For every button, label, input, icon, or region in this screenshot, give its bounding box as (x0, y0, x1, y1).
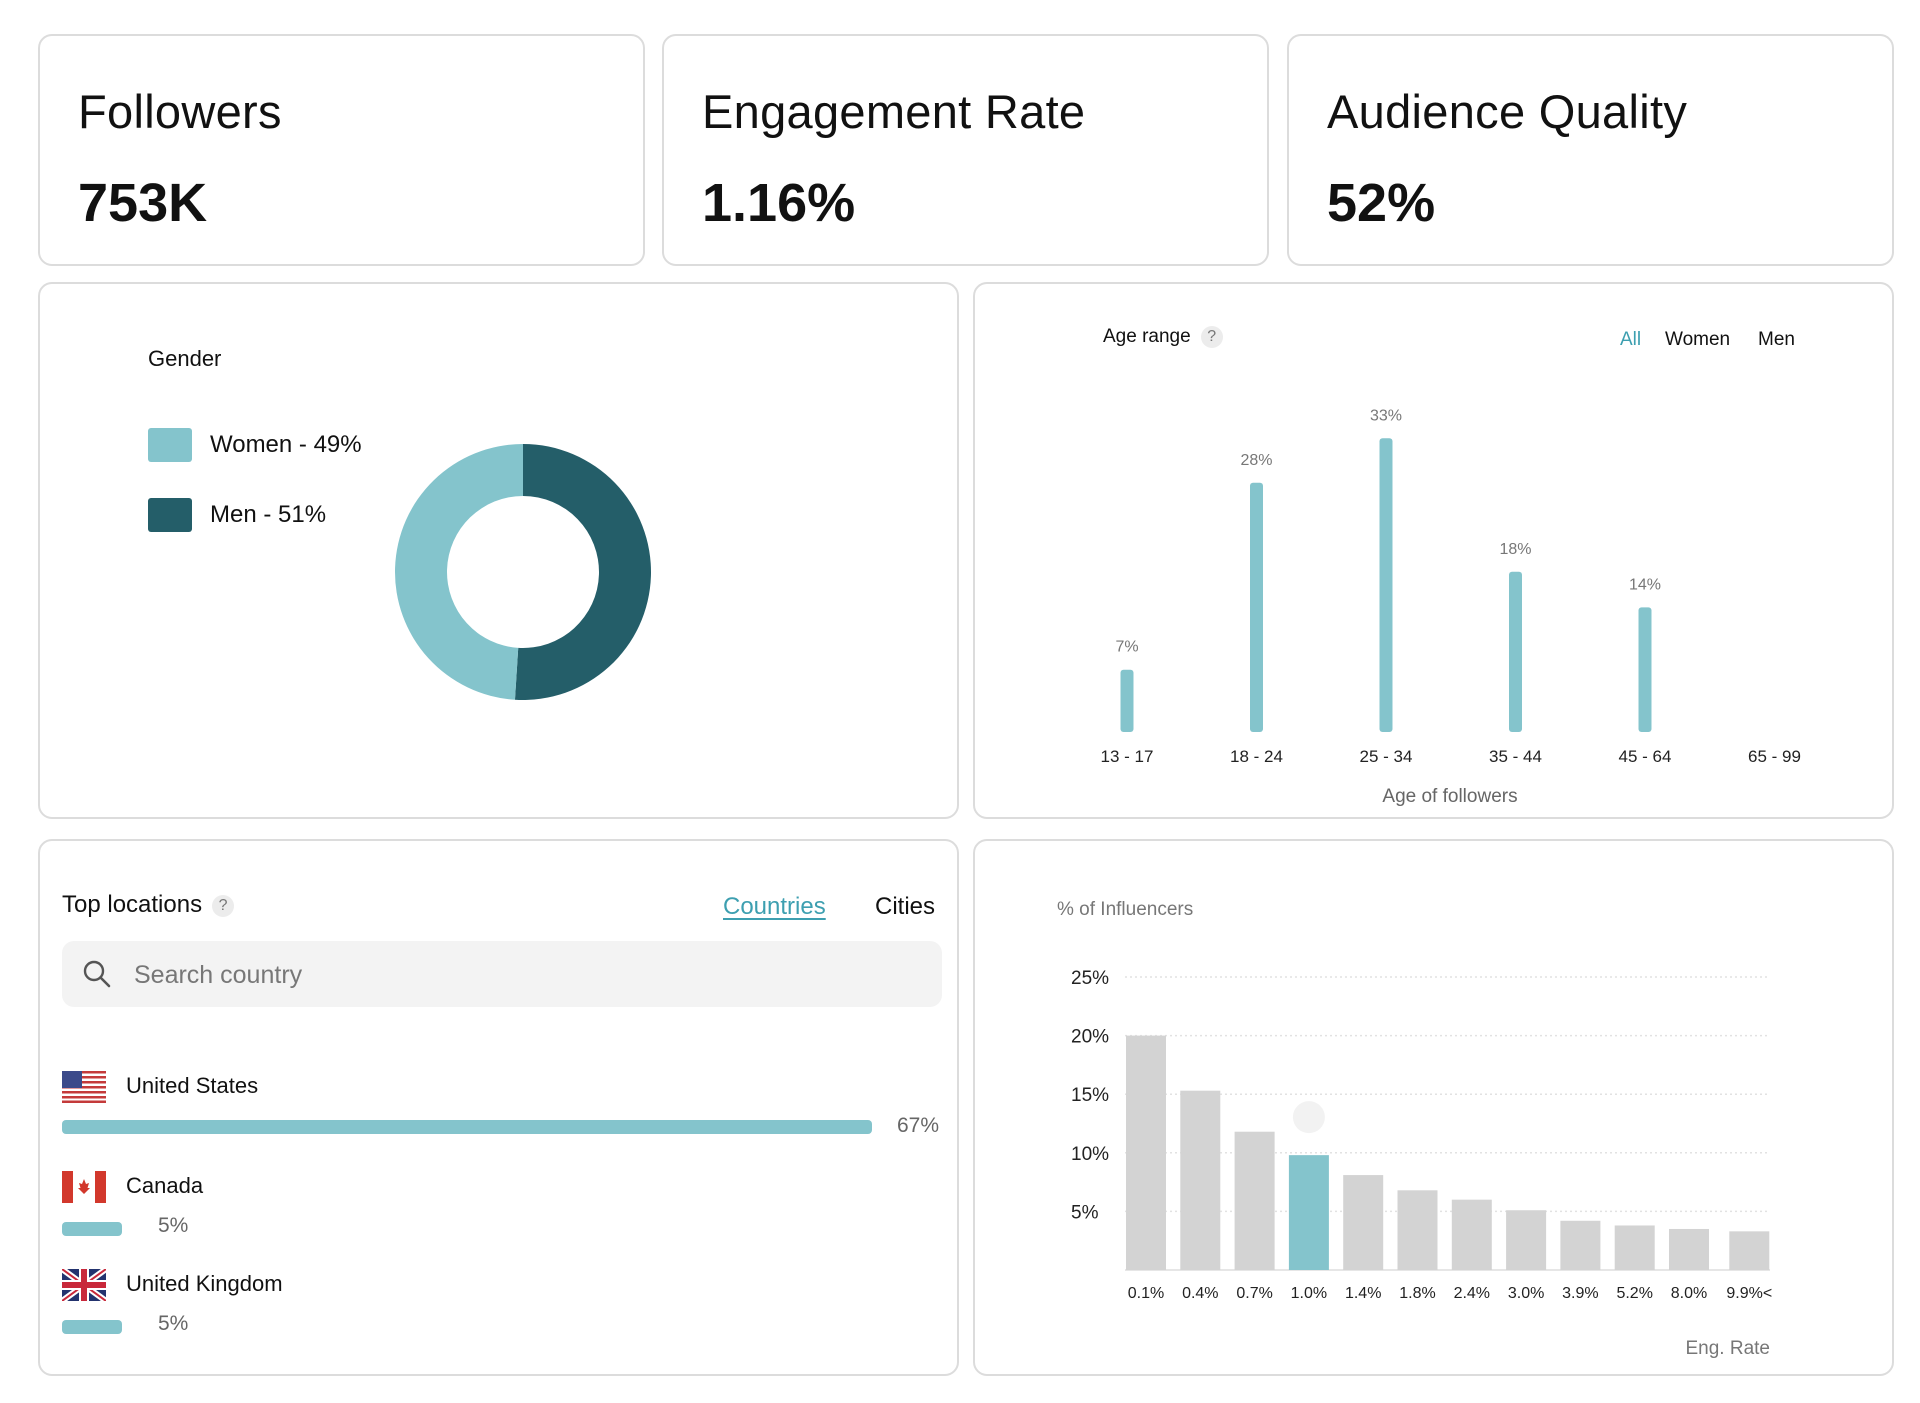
x-tick-label: 5.2% (1616, 1285, 1652, 1302)
eng-bar (1669, 1228, 1709, 1270)
eng-bar (1180, 1090, 1221, 1270)
eng-bar (1451, 1199, 1492, 1270)
eng-bar (1506, 1210, 1547, 1270)
age-filter-men[interactable]: Men (1758, 329, 1795, 350)
legend-swatch-women (148, 428, 192, 462)
y-axis-title: % of Influencers (1057, 899, 1193, 920)
top-locations-card: Top locations? Countries Cities United S… (38, 839, 959, 1376)
y-tick-label: 5% (1071, 1202, 1099, 1223)
x-tick-label: 3.9% (1562, 1285, 1598, 1302)
engagement-distribution-card: % of Influencers 5% 10% 15% 20% 25% 0.1% 0.4% 0.… (973, 839, 1894, 1376)
x-tick-label: 9.9%< (1726, 1285, 1772, 1302)
location-bar-uk (62, 1320, 123, 1334)
kpi-value: 753K (78, 173, 208, 233)
x-tick-label: 1.8% (1399, 1285, 1435, 1302)
age-bar-label: 18% (1499, 541, 1531, 558)
age-range-chart: 7% 13 - 17 28% 18 - 24 33% 25 - 34 18% 35 - 44 1… (1101, 407, 1801, 807)
canada-flag-icon (62, 1171, 106, 1203)
age-x-axis-label: Age of followers (1382, 786, 1517, 807)
gender-title: Gender (148, 346, 222, 371)
age-range-title: Age range? (1103, 326, 1223, 348)
age-tick-label: 35 - 44 (1489, 747, 1542, 766)
age-tick-label: 18 - 24 (1230, 747, 1283, 766)
kpi-card-followers: Followers 753K (38, 34, 645, 266)
kpi-value: 52% (1327, 173, 1436, 233)
age-bar-label: 33% (1370, 407, 1402, 424)
tab-cities[interactable]: Cities (875, 893, 936, 920)
kpi-label: Engagement Rate (702, 85, 1086, 138)
location-percent: 5% (158, 1312, 189, 1335)
kpi-label: Followers (78, 85, 282, 138)
age-bar (1250, 482, 1263, 732)
eng-bar-highlighted (1288, 1155, 1329, 1270)
eng-bar (1729, 1231, 1770, 1270)
eng-bar (1343, 1175, 1384, 1270)
age-filter-all[interactable]: All (1620, 329, 1642, 350)
location-name: United States (126, 1073, 259, 1098)
age-bar-label: 7% (1115, 639, 1138, 656)
donut-slice-women (394, 444, 523, 700)
kpi-card-engagement-rate: Engagement Rate 1.16% (662, 34, 1269, 266)
x-tick-label: 2.4% (1454, 1285, 1490, 1302)
eng-bar (1126, 1035, 1166, 1270)
age-bar (1638, 607, 1652, 732)
y-tick-label: 20% (1071, 1027, 1109, 1048)
help-icon[interactable]: ? (212, 894, 235, 917)
eng-bar (1397, 1190, 1438, 1270)
legend-swatch-men (148, 498, 192, 532)
age-tick-label: 45 - 64 (1619, 747, 1672, 766)
location-name: United Kingdom (126, 1271, 283, 1296)
age-bar-label: 14% (1629, 576, 1661, 593)
location-name: Canada (126, 1173, 204, 1198)
x-tick-label: 1.4% (1345, 1285, 1381, 1302)
age-range-title-text: Age range (1103, 326, 1191, 348)
x-tick-label: 1.0% (1291, 1285, 1327, 1302)
x-tick-label: 8.0% (1671, 1285, 1707, 1302)
age-bar (1120, 669, 1134, 732)
current-position-marker (1292, 1101, 1325, 1134)
engagement-rate-chart: % of Influencers 5% 10% 15% 20% 25% 0.1% 0.4% 0.… (1057, 899, 1772, 1359)
eng-bar (1614, 1225, 1655, 1270)
x-tick-label: 0.4% (1182, 1285, 1218, 1302)
age-bar (1509, 571, 1522, 732)
x-axis-title: Eng. Rate (1686, 1338, 1771, 1359)
search-country-field[interactable] (62, 941, 942, 1009)
donut-slice-men (514, 444, 651, 700)
legend-label-men: Men - 51% (210, 501, 327, 528)
us-flag-icon (62, 1071, 106, 1103)
age-tick-label: 25 - 34 (1360, 747, 1413, 766)
y-tick-label: 10% (1071, 1144, 1109, 1165)
gender-card: Gender Women - 49% Men - 51% (38, 282, 959, 819)
uk-flag-icon (62, 1269, 106, 1301)
age-bar (1379, 438, 1393, 732)
age-bar-label: 28% (1240, 452, 1272, 469)
age-tick-label: 65 - 99 (1748, 747, 1801, 766)
kpi-card-audience-quality: Audience Quality 52% (1287, 34, 1894, 266)
location-percent: 5% (158, 1214, 189, 1237)
x-tick-label: 0.7% (1236, 1285, 1272, 1302)
legend-label-women: Women - 49% (210, 431, 362, 458)
location-percent: 67% (897, 1114, 940, 1137)
location-bar-us (62, 1120, 872, 1134)
top-locations-title-text: Top locations (62, 891, 203, 918)
y-tick-label: 15% (1071, 1085, 1109, 1106)
help-icon[interactable]: ? (1200, 326, 1223, 348)
search-country-input[interactable] (132, 941, 916, 1009)
top-locations-title: Top locations? (62, 891, 235, 919)
x-tick-label: 0.1% (1128, 1285, 1164, 1302)
eng-bar (1560, 1220, 1601, 1270)
kpi-value: 1.16% (702, 173, 856, 233)
age-filter-women[interactable]: Women (1665, 329, 1731, 350)
gender-donut-chart (394, 444, 651, 700)
tab-countries[interactable]: Countries (723, 893, 826, 920)
x-tick-label: 3.0% (1508, 1285, 1544, 1302)
location-bar-canada (62, 1222, 123, 1236)
search-icon (83, 960, 111, 988)
age-range-card: Age range? All Women Men 7% 13 - 17 28% 18 … (973, 282, 1894, 819)
eng-bar (1234, 1131, 1275, 1270)
y-tick-label: 25% (1071, 968, 1109, 989)
kpi-label: Audience Quality (1327, 85, 1688, 138)
age-tick-label: 13 - 17 (1101, 747, 1154, 766)
